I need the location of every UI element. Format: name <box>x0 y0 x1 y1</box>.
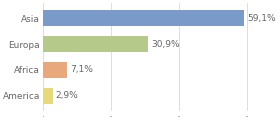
Bar <box>43 88 53 104</box>
Bar <box>43 62 67 78</box>
Text: 7,1%: 7,1% <box>70 66 93 75</box>
Text: 30,9%: 30,9% <box>151 40 179 49</box>
Text: 59,1%: 59,1% <box>247 14 276 23</box>
Bar <box>43 10 244 26</box>
Bar <box>43 36 148 52</box>
Text: 2,9%: 2,9% <box>55 91 78 100</box>
